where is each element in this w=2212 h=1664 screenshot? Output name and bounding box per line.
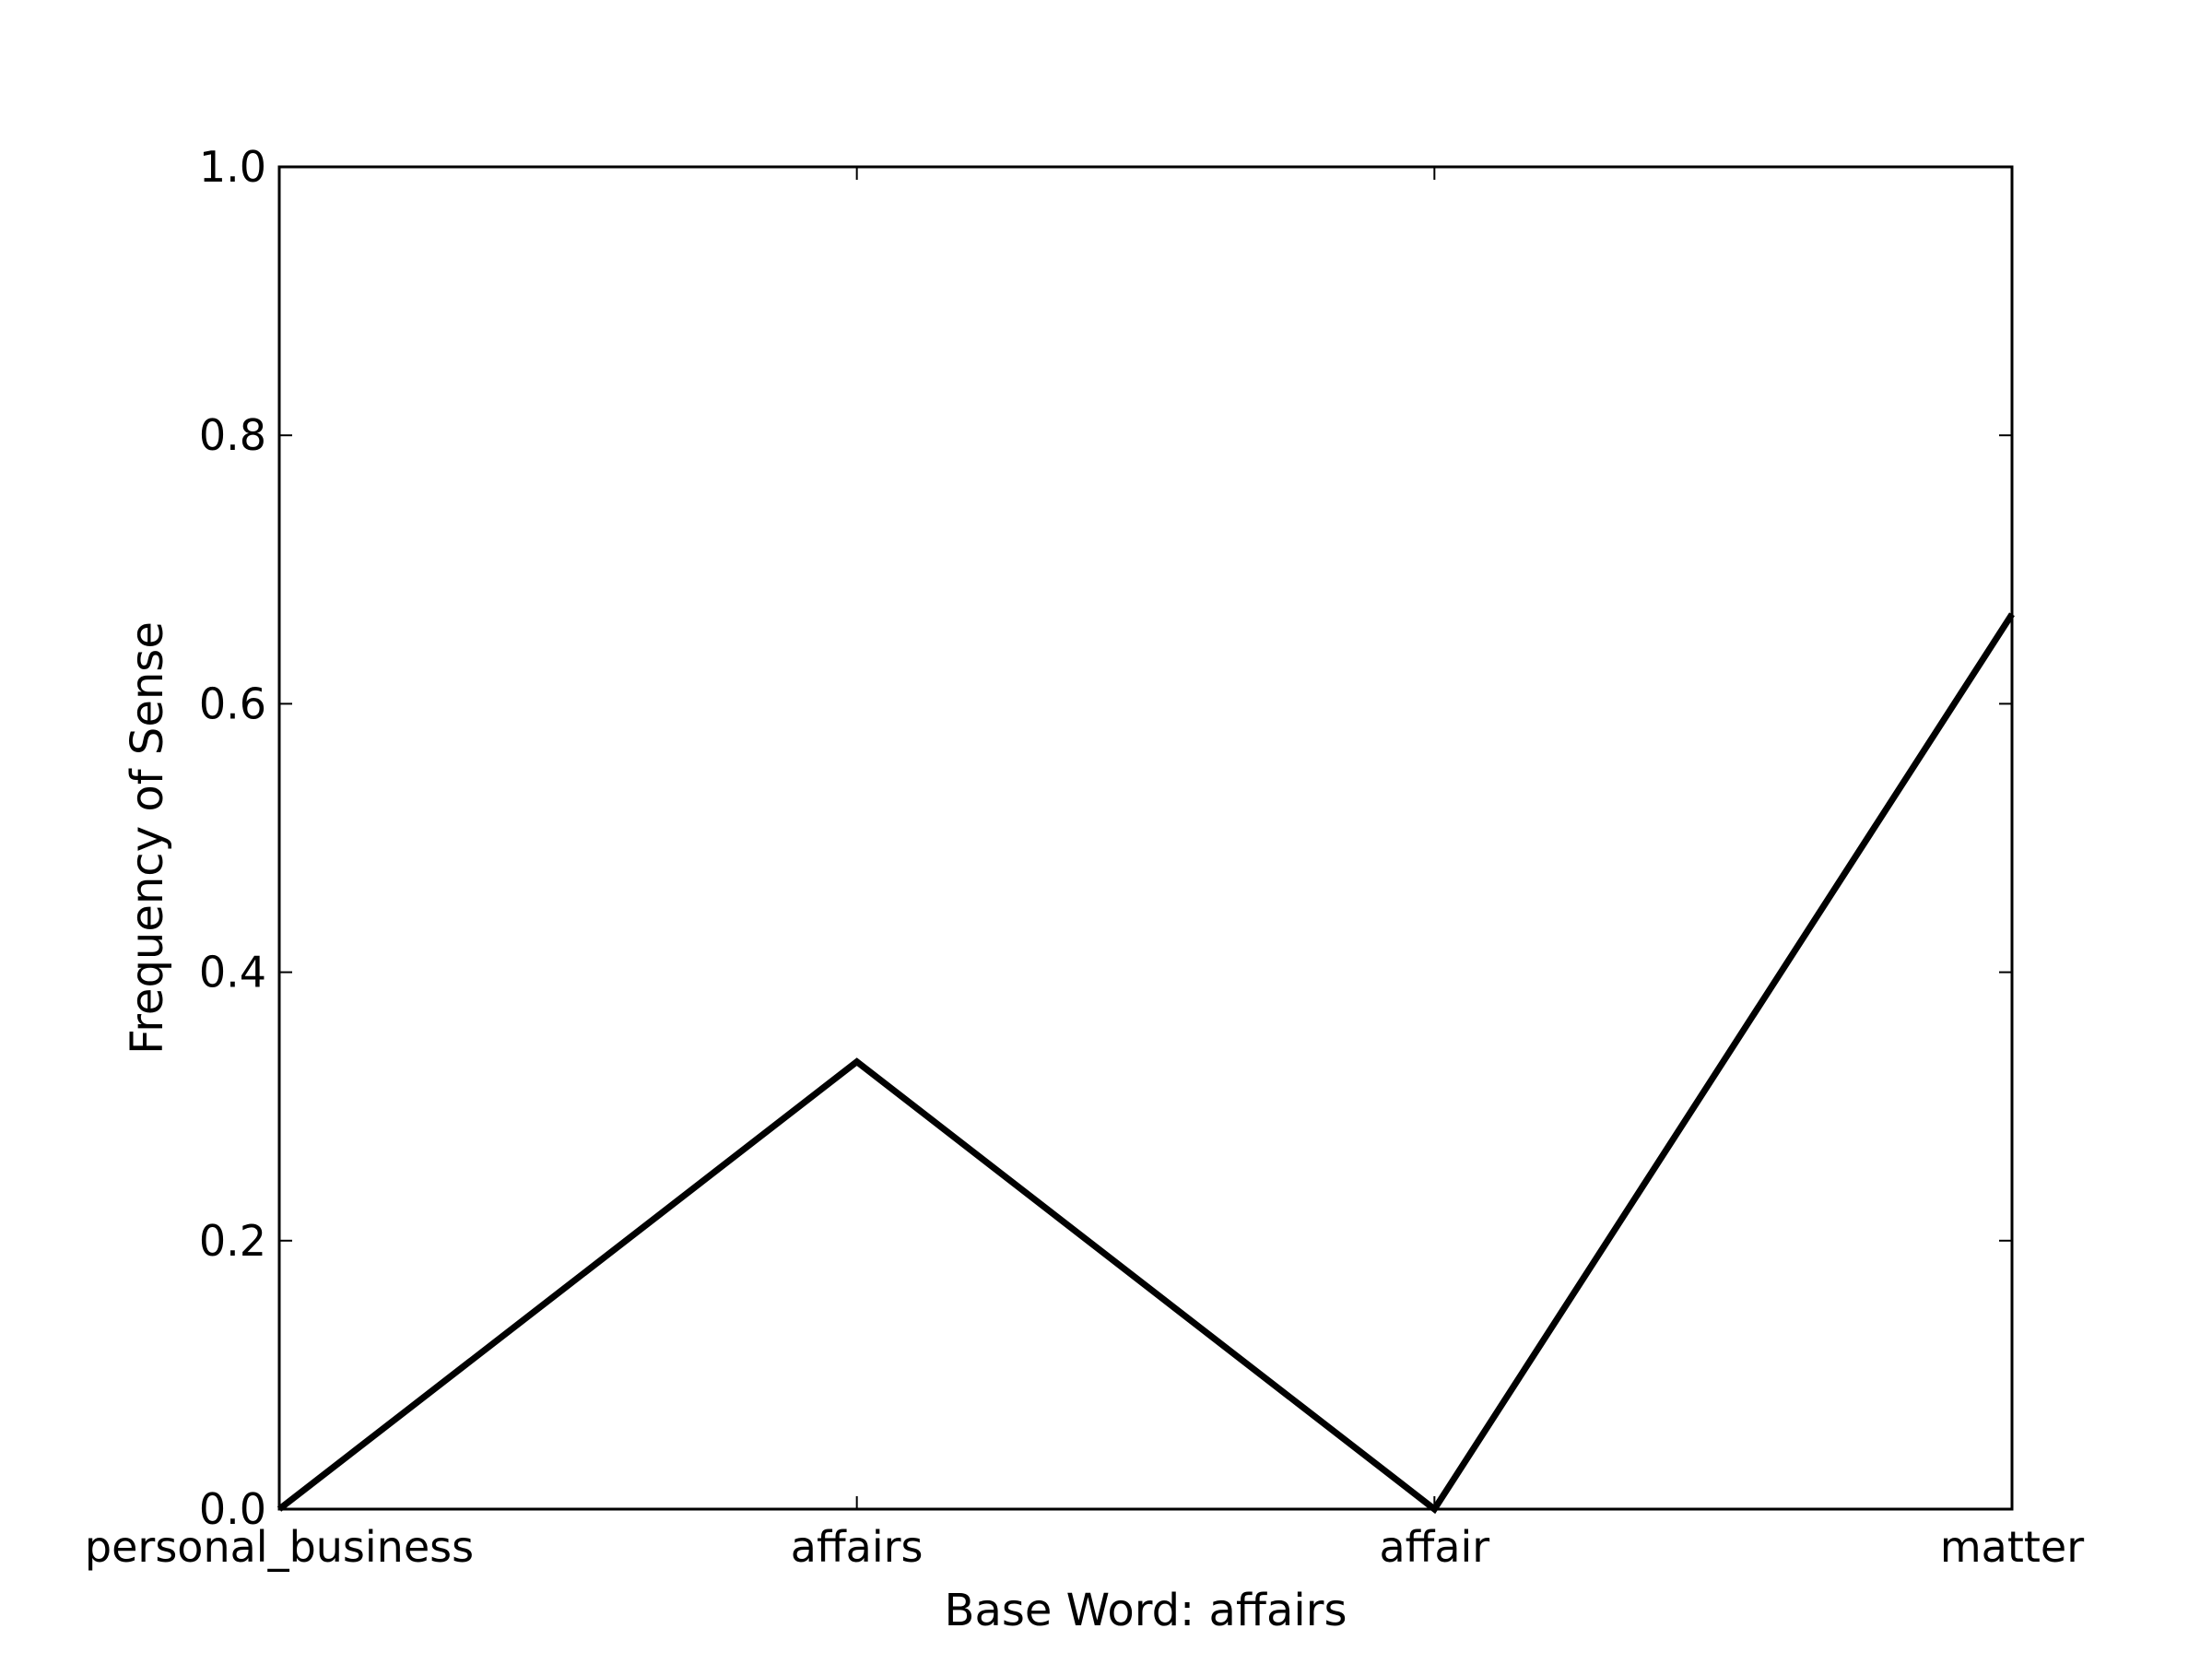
y-tick-label: 0.6 xyxy=(199,679,266,728)
x-tick-label: matter xyxy=(1940,1522,2084,1572)
series-group xyxy=(279,614,2012,1509)
x-tick-label: affairs xyxy=(791,1522,924,1572)
x-tick-label: personal_business xyxy=(85,1522,474,1572)
y-axis-title: Frequency of Sense xyxy=(122,621,173,1055)
y-tick-label: 0.8 xyxy=(199,410,266,460)
y-tick-label: 0.2 xyxy=(199,1216,266,1266)
x-axis-title: Base Word: affairs xyxy=(945,1585,1347,1636)
y-tick-label: 0.4 xyxy=(199,948,266,997)
y-axis-ticks: 0.00.20.40.60.81.0 xyxy=(199,142,2012,1534)
y-tick-label: 1.0 xyxy=(199,142,266,192)
x-axis-ticks: personal_business affairs affair matter xyxy=(85,167,2084,1572)
series-line xyxy=(279,614,2012,1509)
x-tick-label: affair xyxy=(1379,1522,1489,1572)
